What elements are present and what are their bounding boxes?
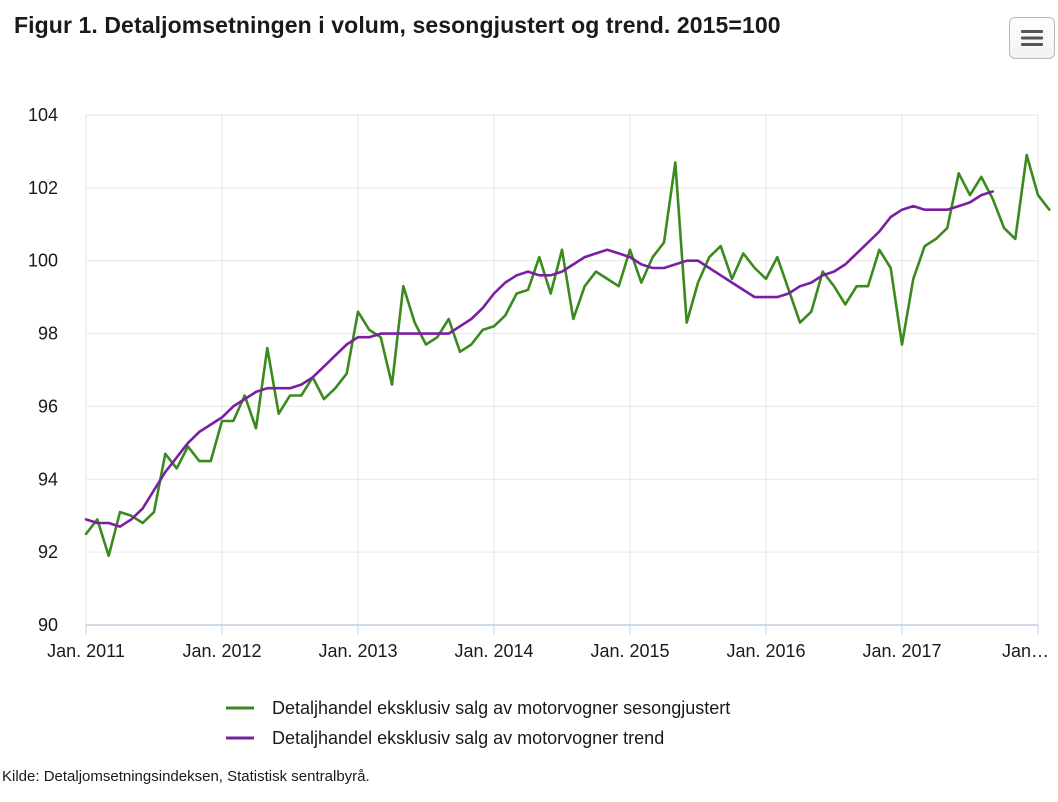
hamburger-menu-icon	[1021, 30, 1043, 46]
axes: 90 92 94 96 98 100 102 104 Jan. 2011 Jan. 2012 Jan…	[28, 105, 1049, 661]
y-tick-label: 90	[38, 615, 58, 635]
y-tick-label: 94	[38, 469, 58, 489]
legend-item-trend[interactable]: Detaljhandel eksklusiv salg av motorvogn…	[226, 728, 664, 748]
chart-menu-button[interactable]	[1009, 17, 1055, 59]
y-tick-label: 104	[28, 105, 58, 125]
grid-lines	[85, 114, 1039, 626]
y-tick-label: 98	[38, 324, 58, 344]
y-tick-label: 100	[28, 251, 58, 271]
y-tick-label: 96	[38, 396, 58, 416]
chart-title: Figur 1. Detaljomsetningen i volum, seso…	[14, 12, 781, 38]
legend-label: Detaljhandel eksklusiv salg av motorvogn…	[272, 728, 664, 748]
seasonal-adjusted-line[interactable]	[84, 153, 1051, 558]
x-tick-label: Jan. 2015	[590, 641, 669, 661]
legend-item-seasonal[interactable]: Detaljhandel eksklusiv salg av motorvogn…	[226, 698, 730, 718]
source-note: Kilde: Detaljomsetningsindeksen, Statist…	[2, 768, 370, 785]
legend[interactable]: Detaljhandel eksklusiv salg av motorvogn…	[226, 698, 730, 748]
x-tick-label: Jan. 2013	[318, 641, 397, 661]
y-tick-label: 102	[28, 178, 58, 198]
trend-line[interactable]	[84, 190, 995, 528]
y-tick-label: 92	[38, 542, 58, 562]
x-tick-label: Jan. 2012	[182, 641, 261, 661]
series-lines	[84, 153, 1051, 558]
x-tick-label: Jan…	[1002, 641, 1049, 661]
legend-label: Detaljhandel eksklusiv salg av motorvogn…	[272, 698, 730, 718]
line-chart: 90 92 94 96 98 100 102 104 Jan. 2011 Jan. 2012 Jan…	[28, 105, 1051, 748]
x-tick-label: Jan. 2011	[47, 641, 125, 661]
x-tick-label: Jan. 2014	[454, 641, 533, 661]
x-tick-label: Jan. 2017	[862, 641, 941, 661]
x-tick-label: Jan. 2016	[726, 641, 805, 661]
